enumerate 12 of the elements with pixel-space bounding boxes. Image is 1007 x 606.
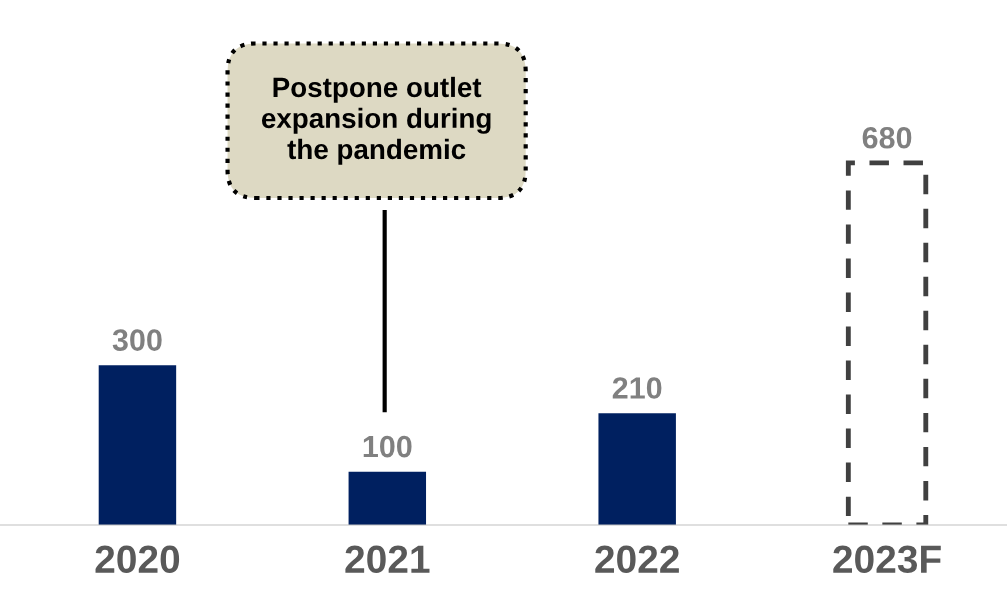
- data-label: 300: [112, 329, 162, 351]
- bar: [98, 365, 177, 525]
- x-tick-label: 2022: [595, 545, 679, 574]
- bar: [598, 413, 676, 525]
- x-tick-label: 2021: [345, 545, 430, 574]
- data-label: 680: [862, 126, 912, 149]
- x-tick-label: 2023F: [833, 545, 941, 574]
- bar: [348, 471, 427, 525]
- x-tick-label: 2020: [95, 545, 180, 574]
- data-label: 100: [363, 435, 412, 458]
- data-label: 210: [612, 377, 662, 399]
- annotation: Postpone outlet expansion during the pandemic: [261, 76, 491, 165]
